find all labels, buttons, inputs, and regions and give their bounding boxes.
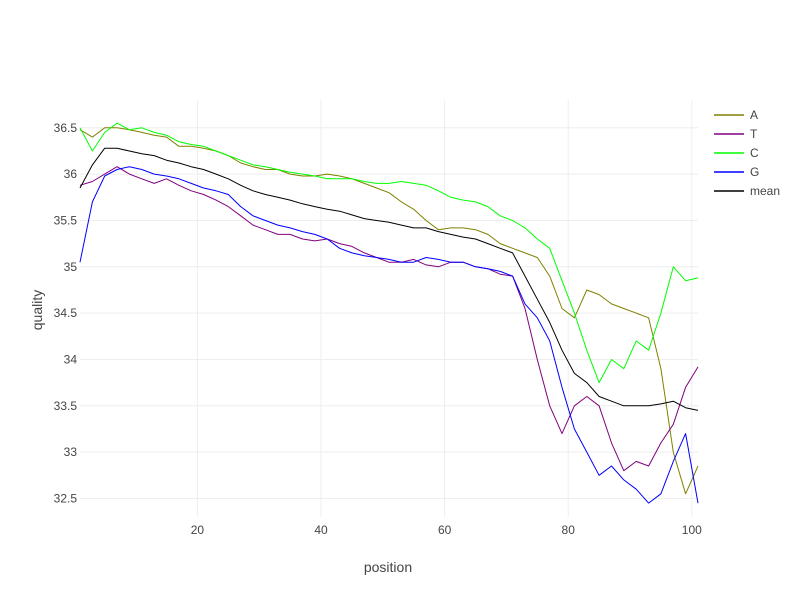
legend-item-A[interactable]: A	[714, 108, 758, 122]
legend-item-G[interactable]: G	[714, 165, 759, 179]
series-line-G[interactable]	[79, 166, 699, 504]
y-tick-label: 33.5	[54, 399, 78, 413]
x-tick-label: 20	[191, 523, 205, 537]
legend-label: mean	[750, 184, 780, 198]
legend-label: A	[750, 108, 758, 122]
series-line-mean[interactable]	[79, 147, 699, 411]
legend-item-mean[interactable]: mean	[714, 184, 780, 198]
grid-lines	[80, 100, 698, 517]
y-tick-labels: 32.5 33 33.5 34 34.5 35 35.5 36 36.5	[54, 121, 78, 506]
legend-label: T	[750, 127, 758, 141]
y-tick-label: 33	[64, 445, 78, 459]
legend-item-T[interactable]: T	[714, 127, 758, 141]
y-tick-label: 34.5	[54, 306, 78, 320]
series-line-C[interactable]	[79, 122, 699, 384]
x-tick-label: 40	[314, 523, 328, 537]
series-lines	[79, 122, 699, 504]
legend-label: G	[750, 165, 759, 179]
y-tick-label: 35	[64, 260, 78, 274]
x-axis-title: position	[364, 559, 412, 575]
series-line-T[interactable]	[79, 166, 699, 472]
y-tick-label: 36	[64, 167, 78, 181]
series-line-A[interactable]	[79, 127, 699, 495]
y-tick-label: 34	[64, 352, 78, 366]
legend-item-C[interactable]: C	[714, 146, 759, 160]
y-tick-label: 32.5	[54, 491, 78, 505]
y-axis-title: quality	[29, 290, 45, 330]
x-tick-label: 100	[682, 523, 702, 537]
legend-label: C	[750, 146, 759, 160]
x-tick-label: 80	[562, 523, 576, 537]
y-tick-label: 36.5	[54, 121, 78, 135]
x-tick-labels: 20 40 60 80 100	[191, 523, 702, 537]
x-tick-label: 60	[438, 523, 452, 537]
y-tick-label: 35.5	[54, 213, 78, 227]
